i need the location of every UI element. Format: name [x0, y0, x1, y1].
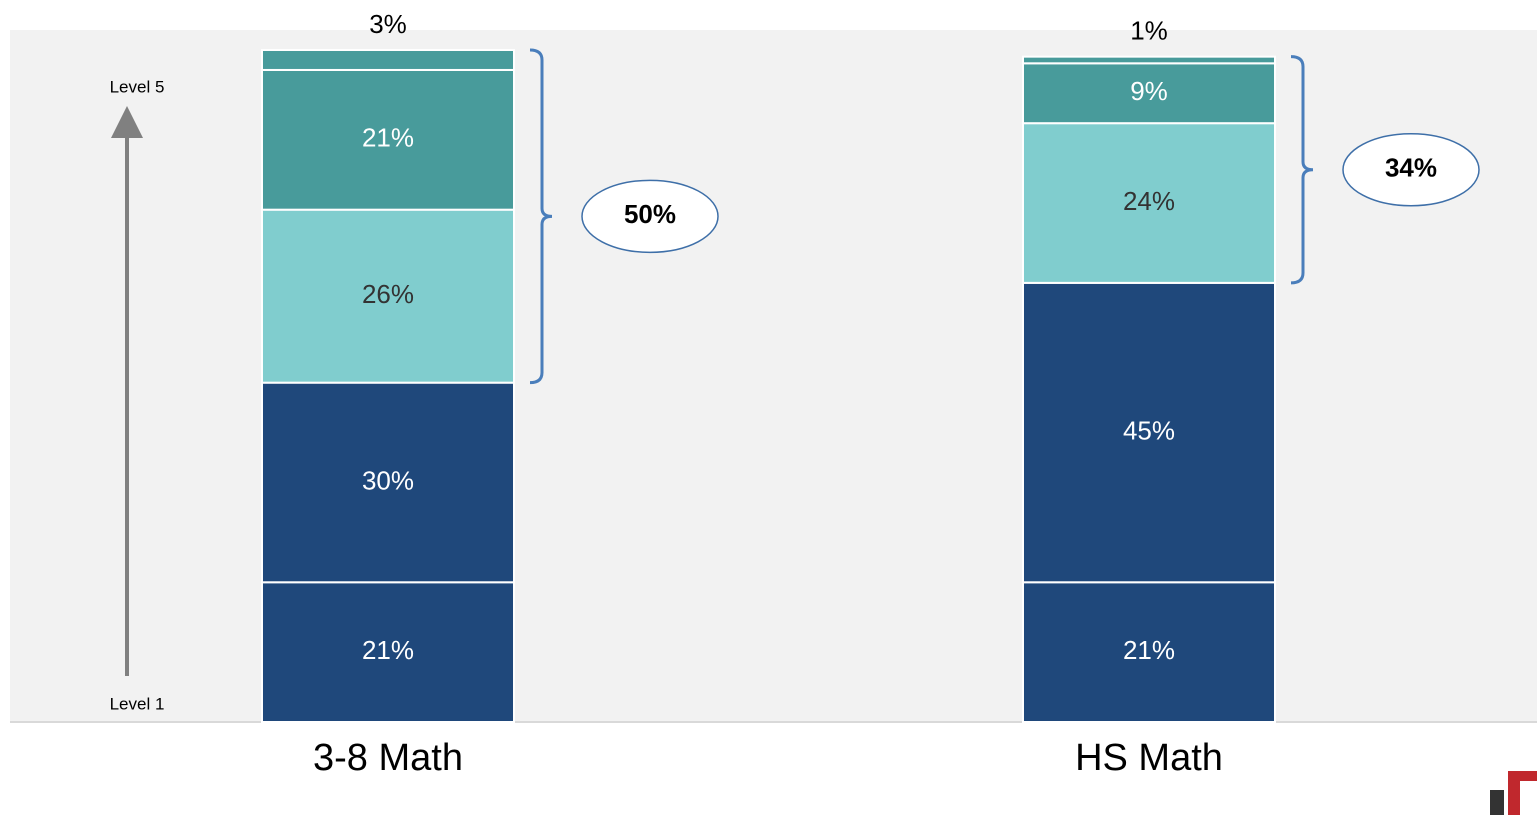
value-label: 26%	[362, 279, 414, 309]
category-label: 3-8 Math	[313, 737, 463, 779]
bar-segment	[1022, 62, 1276, 125]
level-top-label: Level 5	[110, 77, 165, 96]
value-label: 45%	[1123, 415, 1175, 445]
bracket	[529, 48, 553, 385]
category-label: HS Math	[1075, 737, 1223, 779]
value-label: 30%	[362, 465, 414, 495]
value-label: 21%	[362, 123, 414, 153]
bar-segment	[261, 208, 515, 384]
bar-segment	[1022, 281, 1276, 584]
logo	[1490, 771, 1537, 815]
plot-area	[10, 30, 1537, 722]
value-label: 9%	[1130, 76, 1168, 106]
value-label: 21%	[362, 635, 414, 665]
callout	[581, 179, 719, 254]
level-bottom-label: Level 1	[110, 694, 165, 713]
bar-segment	[1022, 122, 1276, 284]
bracket	[1290, 55, 1314, 285]
bar-segment	[1022, 55, 1276, 65]
bar-segment	[261, 68, 515, 211]
value-label: 3%	[369, 9, 407, 39]
callout	[1342, 133, 1480, 207]
value-label: 21%	[1123, 635, 1175, 665]
callout-label: 50%	[624, 199, 676, 229]
value-label: 24%	[1123, 186, 1175, 216]
value-label: 1%	[1130, 16, 1168, 46]
bar-segment	[261, 581, 515, 723]
bar-segment	[261, 49, 515, 71]
callout-label: 34%	[1385, 153, 1437, 183]
bar-segment	[1022, 581, 1276, 723]
